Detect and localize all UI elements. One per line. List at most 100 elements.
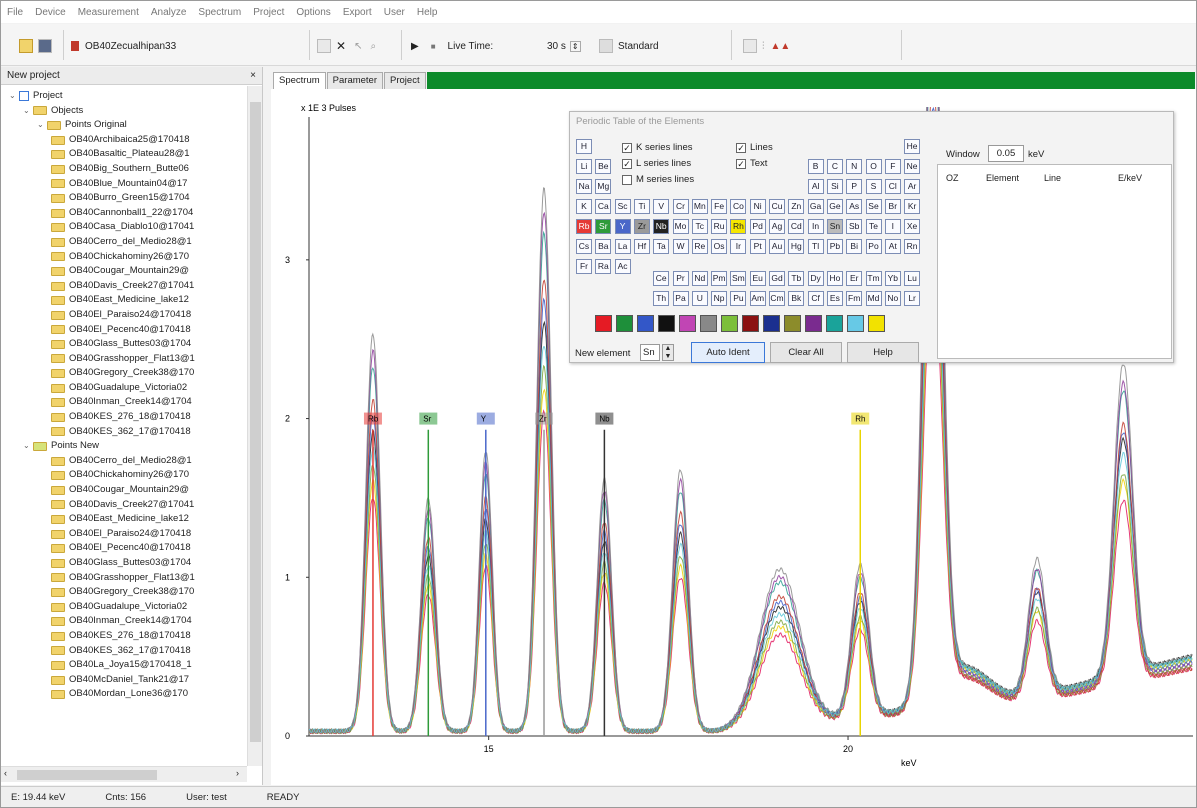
tree-item[interactable]: OB40El_Pecenc40@170418	[1, 541, 247, 556]
check-icon[interactable]: ✓	[736, 142, 746, 153]
color-swatch[interactable]	[658, 315, 675, 332]
menu-item[interactable]: Help	[416, 6, 438, 18]
expand-icon[interactable]: ⌄	[23, 105, 30, 115]
spectrum-name[interactable]: OB40Zecualhipan33	[85, 40, 177, 52]
tree-item[interactable]: OB40KES_276_18@170418	[1, 629, 247, 644]
series-checkbox[interactable]: M series lines	[622, 174, 694, 185]
tree-item[interactable]: OB40Guadalupe_Victoria02	[1, 600, 247, 615]
menu-item[interactable]: Measurement	[77, 6, 139, 18]
element-np[interactable]: Np	[711, 291, 728, 306]
tree-item[interactable]: OB40KES_362_17@170418	[1, 644, 247, 659]
element-ni[interactable]: Ni	[749, 199, 766, 214]
element-cd[interactable]: Cd	[788, 219, 805, 234]
element-se[interactable]: Se	[865, 199, 882, 214]
element-no[interactable]: No	[884, 291, 901, 306]
element-es[interactable]: Es	[826, 291, 843, 306]
element-pu[interactable]: Pu	[730, 291, 747, 306]
element-br[interactable]: Br	[884, 199, 901, 214]
tree-item[interactable]: OB40Glass_Buttes03@1704	[1, 337, 247, 352]
new-element-stepper[interactable]: ▲ ▼	[662, 344, 674, 361]
tree-item[interactable]: OB40Chickahominy26@170	[1, 250, 247, 265]
tree-item[interactable]: OB40KES_362_17@170418	[1, 425, 247, 440]
element-lr[interactable]: Lr	[904, 291, 921, 306]
auto-ident-button[interactable]: Auto Ident	[691, 342, 765, 363]
element-sr[interactable]: Sr	[595, 219, 612, 234]
element-am[interactable]: Am	[749, 291, 766, 306]
element-co[interactable]: Co	[730, 199, 747, 214]
series-checkbox[interactable]: ✓ K series lines	[622, 142, 693, 153]
mode-select[interactable]: Standard	[618, 40, 659, 52]
tree-item[interactable]: OB40Big_Southern_Butte06	[1, 162, 247, 177]
color-swatch[interactable]	[868, 315, 885, 332]
element-er[interactable]: Er	[846, 271, 863, 286]
tab-project[interactable]: Project	[384, 72, 426, 89]
element-pm[interactable]: Pm	[711, 271, 728, 286]
tree-item[interactable]: OB40El_Pecenc40@170418	[1, 323, 247, 338]
tree-item[interactable]: OB40Gregory_Creek38@170	[1, 585, 247, 600]
element-mg[interactable]: Mg	[595, 179, 612, 194]
tree-item[interactable]: OB40Cougar_Mountain29@	[1, 264, 247, 279]
element-rh[interactable]: Rh	[730, 219, 747, 234]
tree-item[interactable]: OB40Cerro_del_Medio28@1	[1, 235, 247, 250]
element-zr[interactable]: Zr	[633, 219, 650, 234]
tree-item[interactable]: OB40Glass_Buttes03@1704	[1, 556, 247, 571]
element-fr[interactable]: Fr	[576, 259, 592, 274]
element-ge[interactable]: Ge	[826, 199, 843, 214]
vertical-scrollbar[interactable]	[247, 86, 262, 766]
tree-group[interactable]: ⌄ Points Original	[1, 118, 247, 133]
scroll-thumb[interactable]	[17, 770, 157, 780]
element-tm[interactable]: Tm	[865, 271, 882, 286]
element-ag[interactable]: Ag	[769, 219, 785, 234]
element-v[interactable]: V	[653, 199, 670, 214]
element-hg[interactable]: Hg	[788, 239, 805, 254]
color-swatch[interactable]	[805, 315, 822, 332]
zoom-icon[interactable]: ⌕	[370, 40, 377, 52]
menu-item[interactable]: Export	[342, 6, 372, 18]
element-p[interactable]: P	[846, 179, 863, 194]
element-rn[interactable]: Rn	[904, 239, 921, 254]
color-swatch[interactable]	[826, 315, 843, 332]
element-h[interactable]: H	[576, 139, 592, 154]
element-ne[interactable]: Ne	[904, 159, 921, 174]
element-b[interactable]: B	[807, 159, 824, 174]
horizontal-scrollbar[interactable]: ‹ ›	[1, 766, 247, 782]
tree-item[interactable]: OB40East_Medicine_lake12	[1, 293, 247, 308]
element-pd[interactable]: Pd	[749, 219, 766, 234]
element-th[interactable]: Th	[653, 291, 670, 306]
element-ba[interactable]: Ba	[595, 239, 612, 254]
tree-item[interactable]: OB40Archibaica25@170418	[1, 133, 247, 148]
element-f[interactable]: F	[884, 159, 901, 174]
element-gd[interactable]: Gd	[769, 271, 785, 286]
tree-item[interactable]: OB40El_Paraiso24@170418	[1, 308, 247, 323]
tree-item[interactable]: OB40Cannonball1_22@1704	[1, 206, 247, 221]
tree-item[interactable]: OB40El_Paraiso24@170418	[1, 527, 247, 542]
new-element-input[interactable]: Sn	[640, 344, 660, 361]
element-sb[interactable]: Sb	[846, 219, 863, 234]
check-icon[interactable]: ✓	[622, 158, 632, 169]
identification-list[interactable]: OZ Element Line E/keV	[937, 164, 1172, 359]
series-checkbox[interactable]: ✓ Text	[736, 158, 767, 169]
stop-icon[interactable]: ■	[430, 41, 436, 51]
tree-item[interactable]: OB40Davis_Creek27@17041	[1, 498, 247, 513]
element-la[interactable]: La	[614, 239, 631, 254]
tree-group[interactable]: ⌄ Objects	[1, 104, 247, 119]
clear-all-button[interactable]: Clear All	[770, 342, 842, 363]
tree-item[interactable]: OB40Basaltic_Plateau28@1	[1, 147, 247, 162]
tree-item[interactable]: OB40McDaniel_Tank21@17	[1, 673, 247, 688]
element-lu[interactable]: Lu	[904, 271, 921, 286]
element-marker-tag[interactable]	[476, 412, 495, 425]
element-tc[interactable]: Tc	[691, 219, 708, 234]
element-s[interactable]: S	[865, 179, 882, 194]
tree-item[interactable]: OB40Gregory_Creek38@170	[1, 366, 247, 381]
peaks-icon[interactable]: ▲▲	[770, 40, 791, 52]
tree-item[interactable]: OB40Guadalupe_Victoria02	[1, 381, 247, 396]
element-w[interactable]: W	[672, 239, 689, 254]
element-i[interactable]: I	[884, 219, 901, 234]
element-dy[interactable]: Dy	[807, 271, 824, 286]
close-icon[interactable]: ×	[250, 70, 256, 81]
element-u[interactable]: U	[691, 291, 708, 306]
menu-item[interactable]: Project	[253, 6, 285, 18]
element-fe[interactable]: Fe	[711, 199, 728, 214]
element-sn[interactable]: Sn	[826, 219, 843, 234]
tree-item[interactable]: OB40East_Medicine_lake12	[1, 512, 247, 527]
